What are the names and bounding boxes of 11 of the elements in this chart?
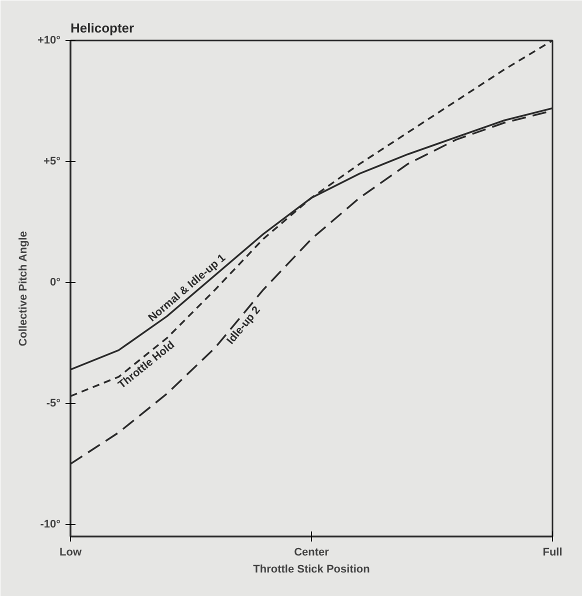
x-tick-label: Full <box>542 546 562 558</box>
y-tick-label: +10° <box>37 34 61 46</box>
chart-title: Helicopter <box>70 20 134 36</box>
y-tick-label: 0° <box>50 276 61 288</box>
y-tick-label: +5° <box>44 155 61 168</box>
y-tick-label: -5° <box>46 397 61 410</box>
x-tick-label: Center <box>294 546 330 558</box>
y-tick-label: -10° <box>40 518 61 530</box>
x-tick-label: Low <box>60 546 82 558</box>
y-axis-title: Collective Pitch Angle <box>17 231 30 346</box>
x-axis-title: Throttle Stick Position <box>253 564 370 576</box>
